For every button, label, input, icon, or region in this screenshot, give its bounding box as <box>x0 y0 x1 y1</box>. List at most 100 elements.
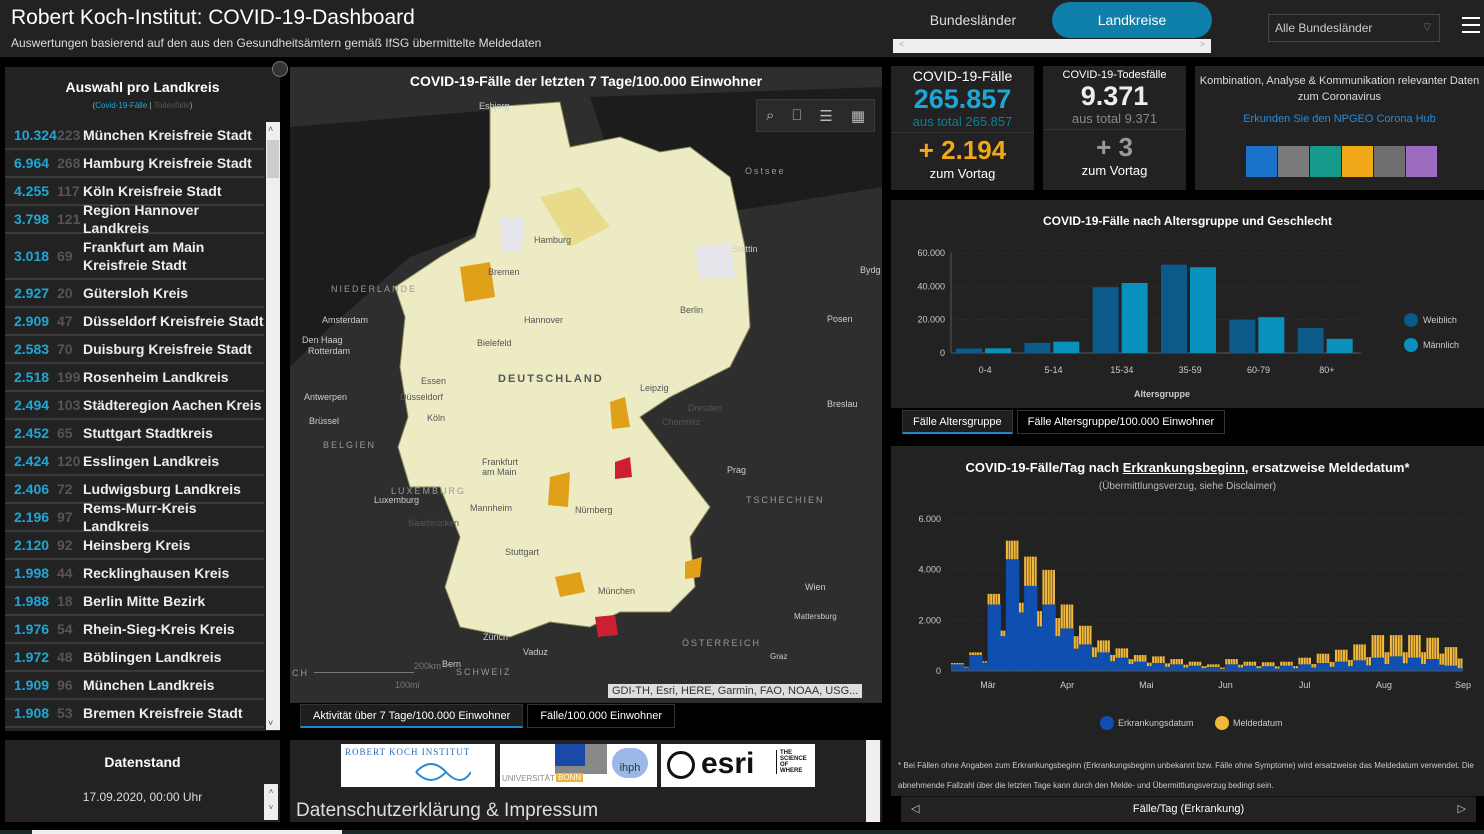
district-high-cloppenburg[interactable] <box>460 262 495 302</box>
bar-erkrankungsdatum <box>1055 636 1059 671</box>
district-row[interactable]: 2.196 97 Rems-Murr-Kreis Landkreis <box>5 500 264 534</box>
tab-age-cases[interactable]: Fälle Altersgruppe <box>902 410 1013 434</box>
bar-meldedatum <box>1248 661 1251 666</box>
tab-bundeslaender[interactable]: Bundesländer <box>929 12 1017 28</box>
data-status-panel: Datenstand 17.09.2020, 00:00 Uhr ˄ ˅ <box>5 740 280 822</box>
bar-meldedatum <box>1410 635 1413 658</box>
age-chart[interactable]: 0 20.000 40.000 60.000 0-4 5-14 15-34 35-59 60-7… <box>891 228 1484 408</box>
bookmark-icon[interactable]: ⎕ <box>792 107 802 124</box>
map-panel[interactable]: COVID-19-Fälle der letzten 7 Tage/100.00… <box>290 67 882 703</box>
hamburger-menu-icon[interactable] <box>1462 17 1480 38</box>
bar-erkrankungsdatum <box>1003 636 1007 671</box>
bar-erkrankungsdatum <box>1178 664 1182 671</box>
district-name: Frankfurt am Main Kreisfreie Stadt <box>83 239 205 273</box>
bar-erkrankungsdatum <box>974 655 978 671</box>
tab-cases-per-100k[interactable]: Fälle/100.000 Einwohner <box>527 704 676 728</box>
district-row[interactable]: 2.452 65 Stuttgart Stadtkreis <box>5 420 264 448</box>
cars-icon[interactable] <box>1374 146 1405 177</box>
district-row[interactable]: 6.964 268 Hamburg Kreisfreie Stadt <box>5 150 264 178</box>
chevron-down-icon: ▽ <box>1423 22 1431 33</box>
privacy-link[interactable]: Datenschutzerklärung & Impressum <box>296 800 599 821</box>
map-label: Stettin <box>732 244 758 254</box>
next-chart-button[interactable]: ▷ <box>1457 803 1466 815</box>
location-houses-icon[interactable] <box>1278 146 1309 177</box>
epi-chart[interactable]: 0 2.000 4.000 6.000 Mär Apr Mai Jun Jul Aug Sep Erk… <box>891 501 1484 761</box>
district-row[interactable]: 2.909 47 Düsseldorf Kreisfreie Stadt <box>5 308 264 336</box>
district-row[interactable]: 2.518 199 Rosenheim Landkreis <box>5 364 264 392</box>
district-row[interactable]: 4.255 117 Köln Kreisfreie Stadt <box>5 178 264 206</box>
scrollbar-thumb[interactable] <box>267 140 279 178</box>
prev-chart-button[interactable]: ◁ <box>911 803 920 815</box>
esri-logo[interactable]: esri THE SCIENCE OF WHERE <box>661 744 815 787</box>
district-row[interactable]: 1.988 18 Berlin Mitte Bezirk <box>5 588 264 616</box>
bar-meldedatum <box>1079 625 1082 645</box>
district-row[interactable]: 1.908 53 Bremen Kreisfreie Stadt <box>5 700 264 728</box>
hub-link[interactable]: Erkunden Sie den NPGEO Corona Hub <box>1243 113 1436 125</box>
bottom-scrollbar-thumb[interactable] <box>32 830 342 834</box>
map-canvas[interactable] <box>290 67 882 703</box>
kpi-cases-value: 265.857 <box>913 84 1012 114</box>
map-label: Bern <box>442 659 462 669</box>
district-very-high-rosenheim[interactable] <box>595 615 618 637</box>
district-very-high[interactable] <box>615 457 632 479</box>
district-deaths: 69 <box>57 248 73 264</box>
rki-logo[interactable]: ROBERT KOCH INSTITUT <box>341 744 495 787</box>
bar-meldedatum <box>1058 618 1061 637</box>
tab-age-per-100k[interactable]: Fälle Altersgruppe/100.000 Einwohner <box>1016 410 1226 434</box>
district-no-data[interactable] <box>500 217 525 252</box>
legend-cases[interactable]: Covid-19-Fälle <box>95 101 148 110</box>
scroll-down-icon[interactable]: ˅ <box>268 718 274 728</box>
tab-activity-7days[interactable]: Aktivität über 7 Tage/100.000 Einwohner <box>300 704 524 728</box>
district-row[interactable]: 3.018 69 Frankfurt am Main Kreisfreie Stad… <box>5 234 264 280</box>
district-high[interactable] <box>685 557 702 579</box>
tab-scrollbar[interactable]: < > <box>893 39 1211 53</box>
bonn-logo[interactable]: ihph UNIVERSITÄT BONN <box>500 744 657 787</box>
map-pattern-icon[interactable] <box>1342 146 1373 177</box>
logos-scrollbar[interactable] <box>866 740 880 822</box>
district-row[interactable]: 2.424 120 Esslingen Landkreis <box>5 448 264 476</box>
legend-label: Meldedatum <box>1233 718 1283 728</box>
district-no-data[interactable] <box>695 242 735 279</box>
age-chart-panel: COVID-19-Fälle nach Altersgruppe und Ges… <box>891 200 1484 408</box>
scroll-right-arrow[interactable]: > <box>1199 39 1205 49</box>
district-high[interactable] <box>610 397 630 429</box>
district-row[interactable]: 2.494 103 Städteregion Aachen Kreis <box>5 392 264 420</box>
district-row[interactable]: 1.909 96 München Landkreis <box>5 672 264 700</box>
district-row[interactable]: 1.972 48 Böblingen Landkreis <box>5 644 264 672</box>
district-row[interactable]: 1.998 44 Recklinghausen Kreis <box>5 560 264 588</box>
map-attribution[interactable]: GDI-TH, Esri, HERE, Garmin, FAO, NOAA, U… <box>608 684 863 698</box>
expand-icon[interactable] <box>272 61 288 77</box>
district-row[interactable]: 2.406 72 Ludwigsburg Landkreis <box>5 476 264 504</box>
legend-list-icon[interactable]: ☰ <box>819 107 833 125</box>
district-row[interactable]: 1.976 54 Rhein-Sieg-Kreis Kreis <box>5 616 264 644</box>
plant-hand-icon[interactable] <box>1246 146 1277 177</box>
district-list-scrollbar[interactable]: ˄ ˅ <box>266 122 280 730</box>
bar-meldedatum <box>1021 602 1024 613</box>
bar-erkrankungsdatum <box>990 604 994 671</box>
hub-text: Kombination, Analyse & Kommunikation rel… <box>1195 73 1484 105</box>
bell-tower-icon[interactable] <box>1406 146 1437 177</box>
search-icon[interactable]: ⌕ <box>765 107 775 124</box>
district-row[interactable]: 2.120 92 Heinsberg Kreis <box>5 532 264 560</box>
tab-landkreise[interactable]: Landkreise <box>1052 2 1212 38</box>
legend-deaths[interactable]: Todesfälle <box>153 101 190 110</box>
district-row[interactable]: 10.324 223 München Kreisfreie Stadt <box>5 122 264 150</box>
basemap-gallery-icon[interactable]: ▦ <box>850 107 865 125</box>
scroll-left-arrow[interactable]: < <box>899 39 905 49</box>
district-row[interactable]: 2.583 70 Duisburg Kreisfreie Stadt <box>5 336 264 364</box>
district-high[interactable] <box>555 572 585 597</box>
district-row[interactable]: 2.927 20 Gütersloh Kreis <box>5 280 264 308</box>
bar-erkrankungsdatum <box>969 655 973 671</box>
bottom-scrollbar[interactable] <box>0 830 1484 834</box>
scale-bar <box>314 672 414 673</box>
bar-erkrankungsdatum <box>1436 659 1440 671</box>
district-row[interactable]: 3.798 121 Region Hannover Landkreis <box>5 202 264 236</box>
district-mid[interactable] <box>540 187 610 247</box>
heart-pulse-icon[interactable] <box>1310 146 1341 177</box>
bar-meldedatum <box>1316 653 1319 664</box>
state-select[interactable]: Alle Bundesländer ▽ <box>1268 14 1440 42</box>
bar-erkrankungsdatum <box>1342 661 1346 671</box>
district-high[interactable] <box>548 472 570 507</box>
data-status-scrollbar[interactable]: ˄ ˅ <box>264 784 278 820</box>
scroll-up-icon[interactable]: ˄ <box>268 124 274 134</box>
